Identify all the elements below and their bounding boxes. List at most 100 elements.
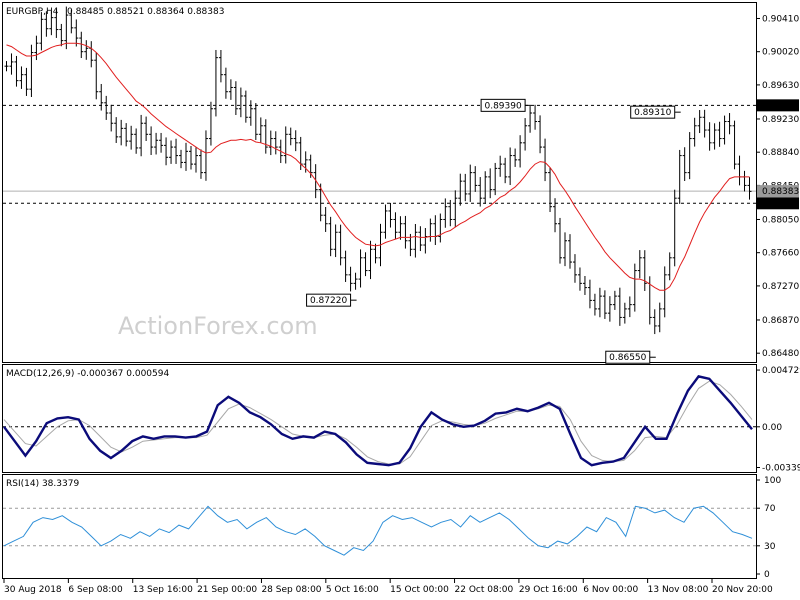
price-bar <box>538 115 543 154</box>
rsi-line <box>3 505 753 556</box>
level-tag: 0.88240 <box>757 197 799 210</box>
price-bar <box>353 272 358 290</box>
rsi-series <box>3 505 753 556</box>
time-tick-label: 30 Aug 2018 <box>4 585 62 595</box>
price-bar <box>572 254 577 283</box>
price-tick-label: 0.89230 <box>762 115 799 125</box>
price-bar <box>253 103 258 141</box>
price-bar <box>333 224 338 258</box>
price-bar <box>198 149 203 179</box>
price-bar <box>184 142 189 171</box>
price-bar <box>672 189 677 267</box>
price-bar <box>478 177 483 207</box>
price-bar <box>169 140 174 164</box>
time-tick-label: 15 Oct 00:00 <box>390 585 449 595</box>
price-bar <box>149 126 154 155</box>
price-bar <box>338 224 343 266</box>
price-bar <box>657 302 662 333</box>
annotation-label: 0.86550 <box>609 353 646 363</box>
price-bar <box>24 67 29 96</box>
current-price-tag-text: 0.88383 <box>762 187 799 197</box>
price-bar <box>59 23 64 47</box>
price-bar <box>627 296 632 318</box>
price-bar <box>727 113 732 135</box>
rsi-panel-frame <box>2 474 757 579</box>
rsi-levels <box>3 507 756 547</box>
price-bar <box>453 190 458 228</box>
price-bar <box>248 100 253 126</box>
price-bar <box>218 50 223 83</box>
time-tick-label: 5 Oct 16:00 <box>326 585 379 595</box>
price-bars <box>4 6 752 335</box>
price-bar <box>398 216 403 240</box>
level-tag-bg <box>757 99 799 112</box>
rsi-tick-label: 0 <box>764 570 770 580</box>
rsi-axis: 100 70 30 0 <box>756 476 781 580</box>
price-bar <box>577 267 582 291</box>
price-bar <box>69 9 74 34</box>
annotation-label: 0.89390 <box>484 101 521 111</box>
price-bar <box>258 117 263 143</box>
price-bar <box>637 250 642 279</box>
price-bar <box>692 117 697 147</box>
level-tag-text: 0.89390 <box>762 101 799 111</box>
price-bar <box>548 167 553 212</box>
price-bar <box>587 279 592 309</box>
price-tick-label: 0.90410 <box>762 14 799 24</box>
price-bar <box>74 19 79 47</box>
annotation-0.89310: 0.89310 <box>630 105 681 119</box>
price-bar <box>273 131 278 155</box>
price-bar <box>368 240 373 280</box>
price-bar <box>89 41 94 68</box>
price-bar <box>343 250 348 282</box>
price-bar <box>104 95 109 120</box>
price-bar <box>203 130 208 181</box>
macd-main-line <box>3 375 753 467</box>
price-bar <box>622 302 627 324</box>
price-tick-label: 0.88050 <box>762 215 799 225</box>
rsi-title: RSI(14) 38.3379 <box>6 479 79 489</box>
price-bar <box>114 117 119 143</box>
annotation-0.86550: 0.86550 <box>605 350 656 364</box>
macd-title: MACD(12,26,9) -0.000367 0.000594 <box>6 369 169 379</box>
price-bar <box>747 177 752 200</box>
level-tag-text: 0.88240 <box>762 199 799 209</box>
price-bar <box>742 170 747 192</box>
price-bar <box>592 293 597 316</box>
price-bar <box>238 87 243 118</box>
price-bar <box>697 110 702 134</box>
price-bar <box>283 126 288 164</box>
macd-tick-label: 0.004729 <box>762 366 800 376</box>
price-bar <box>423 228 428 254</box>
price-bar <box>29 44 34 97</box>
price-bar <box>707 122 712 151</box>
price-bar <box>233 81 238 116</box>
time-tick-label: 28 Sep 08:00 <box>261 585 321 595</box>
price-bar <box>393 212 398 240</box>
price-bar <box>737 155 742 186</box>
main-horizontal-levels <box>3 104 756 204</box>
ohlc-values: 0.88485 0.88521 0.88364 0.88383 <box>67 7 224 17</box>
price-bar <box>667 252 672 281</box>
price-bar <box>662 266 667 318</box>
price-bar <box>642 250 647 291</box>
price-bar <box>348 266 353 292</box>
price-tick-label: 0.87270 <box>762 282 799 292</box>
price-bar <box>558 217 563 264</box>
price-bar <box>358 249 363 288</box>
time-tick-label: 6 Sep 08:00 <box>68 585 123 595</box>
price-tick-label: 0.89630 <box>762 81 799 91</box>
price-bar <box>702 109 707 138</box>
price-bar <box>54 9 59 38</box>
price-tick-label: 0.86480 <box>762 349 799 359</box>
price-bar <box>508 147 513 186</box>
price-bar <box>9 53 14 75</box>
current-price-tag: 0.88383 <box>757 185 799 198</box>
price-bar <box>39 12 44 51</box>
price-bar <box>129 125 134 150</box>
price-bar <box>428 218 433 242</box>
price-bar <box>732 120 737 170</box>
level-tag-bg <box>757 197 799 210</box>
